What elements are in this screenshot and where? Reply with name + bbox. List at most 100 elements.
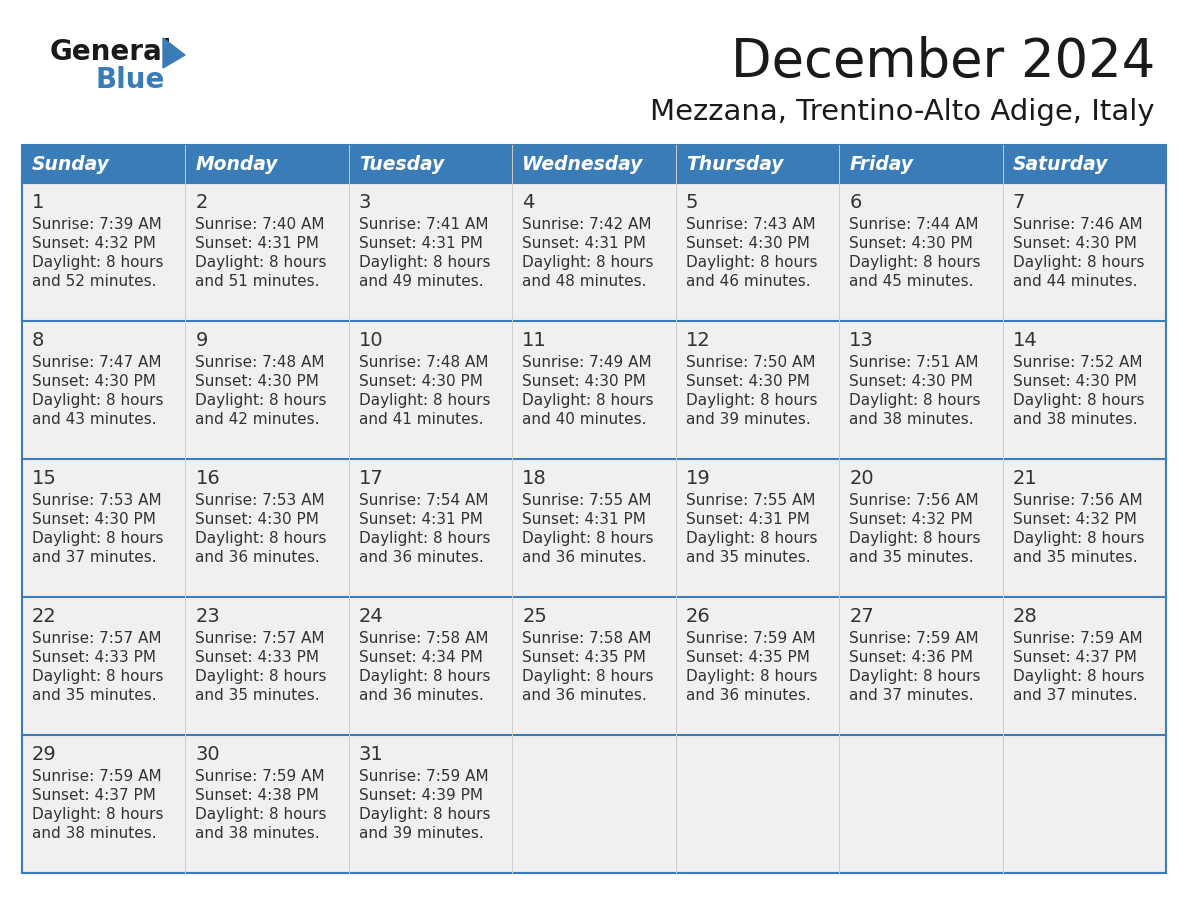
Text: Daylight: 8 hours: Daylight: 8 hours [196, 807, 327, 822]
Text: and 36 minutes.: and 36 minutes. [359, 688, 484, 703]
Text: and 35 minutes.: and 35 minutes. [196, 688, 320, 703]
Text: and 42 minutes.: and 42 minutes. [196, 412, 320, 427]
Bar [23, 183, 1165, 321]
Text: Daylight: 8 hours: Daylight: 8 hours [685, 255, 817, 270]
Text: Sunrise: 7:46 AM: Sunrise: 7:46 AM [1012, 217, 1142, 232]
Bar [23, 145, 1165, 873]
Text: Daylight: 8 hours: Daylight: 8 hours [685, 669, 817, 684]
Text: 19: 19 [685, 469, 710, 488]
Text: 20: 20 [849, 469, 873, 488]
Text: Daylight: 8 hours: Daylight: 8 hours [849, 255, 980, 270]
Text: Daylight: 8 hours: Daylight: 8 hours [523, 531, 653, 546]
Text: Sunrise: 7:49 AM: Sunrise: 7:49 AM [523, 355, 652, 370]
Text: Sunrise: 7:54 AM: Sunrise: 7:54 AM [359, 493, 488, 508]
Bar [676, 145, 839, 183]
Text: Sunset: 4:30 PM: Sunset: 4:30 PM [32, 374, 156, 389]
Text: 17: 17 [359, 469, 384, 488]
Bar [23, 145, 185, 183]
Text: 1: 1 [32, 193, 44, 212]
Text: Thursday: Thursday [685, 154, 783, 174]
Text: Monday: Monday [196, 154, 278, 174]
Text: 4: 4 [523, 193, 535, 212]
Text: 7: 7 [1012, 193, 1025, 212]
Text: 30: 30 [196, 745, 220, 764]
Text: Sunrise: 7:48 AM: Sunrise: 7:48 AM [196, 355, 326, 370]
Text: Sunset: 4:35 PM: Sunset: 4:35 PM [523, 650, 646, 665]
Text: Daylight: 8 hours: Daylight: 8 hours [32, 669, 164, 684]
Text: Sunset: 4:39 PM: Sunset: 4:39 PM [359, 788, 482, 803]
Text: 15: 15 [32, 469, 57, 488]
Text: and 35 minutes.: and 35 minutes. [32, 688, 157, 703]
Text: Sunrise: 7:41 AM: Sunrise: 7:41 AM [359, 217, 488, 232]
Text: Sunrise: 7:58 AM: Sunrise: 7:58 AM [523, 631, 652, 646]
Text: and 48 minutes.: and 48 minutes. [523, 274, 646, 289]
Text: Sunrise: 7:39 AM: Sunrise: 7:39 AM [32, 217, 162, 232]
Text: and 51 minutes.: and 51 minutes. [196, 274, 320, 289]
Text: Sunset: 4:33 PM: Sunset: 4:33 PM [32, 650, 156, 665]
Text: Sunset: 4:34 PM: Sunset: 4:34 PM [359, 650, 482, 665]
Text: and 36 minutes.: and 36 minutes. [523, 550, 647, 565]
Text: 6: 6 [849, 193, 861, 212]
Text: 18: 18 [523, 469, 546, 488]
Text: Sunset: 4:31 PM: Sunset: 4:31 PM [196, 236, 320, 251]
Text: Sunset: 4:36 PM: Sunset: 4:36 PM [849, 650, 973, 665]
Text: and 52 minutes.: and 52 minutes. [32, 274, 157, 289]
Text: Sunrise: 7:47 AM: Sunrise: 7:47 AM [32, 355, 162, 370]
Text: Sunrise: 7:50 AM: Sunrise: 7:50 AM [685, 355, 815, 370]
Text: Sunrise: 7:53 AM: Sunrise: 7:53 AM [196, 493, 326, 508]
Text: Sunset: 4:30 PM: Sunset: 4:30 PM [196, 512, 320, 527]
Text: Sunset: 4:32 PM: Sunset: 4:32 PM [1012, 512, 1137, 527]
Text: Tuesday: Tuesday [359, 154, 444, 174]
Text: and 35 minutes.: and 35 minutes. [1012, 550, 1137, 565]
Text: 31: 31 [359, 745, 384, 764]
Text: Sunset: 4:32 PM: Sunset: 4:32 PM [32, 236, 156, 251]
Text: Friday: Friday [849, 154, 914, 174]
Text: 12: 12 [685, 331, 710, 350]
Text: 27: 27 [849, 607, 874, 626]
Text: General: General [50, 38, 172, 66]
Text: Daylight: 8 hours: Daylight: 8 hours [32, 255, 164, 270]
Text: Wednesday: Wednesday [523, 154, 643, 174]
Text: and 38 minutes.: and 38 minutes. [196, 826, 320, 841]
Text: and 35 minutes.: and 35 minutes. [849, 550, 974, 565]
Text: Sunset: 4:31 PM: Sunset: 4:31 PM [685, 512, 809, 527]
Text: Sunrise: 7:52 AM: Sunrise: 7:52 AM [1012, 355, 1142, 370]
Text: Daylight: 8 hours: Daylight: 8 hours [196, 393, 327, 408]
Text: Daylight: 8 hours: Daylight: 8 hours [359, 531, 491, 546]
Text: 3: 3 [359, 193, 371, 212]
Text: and 38 minutes.: and 38 minutes. [849, 412, 974, 427]
Text: Daylight: 8 hours: Daylight: 8 hours [32, 393, 164, 408]
Text: Sunrise: 7:59 AM: Sunrise: 7:59 AM [1012, 631, 1142, 646]
Bar [185, 145, 349, 183]
Text: 23: 23 [196, 607, 220, 626]
Text: Daylight: 8 hours: Daylight: 8 hours [359, 669, 491, 684]
Text: Saturday: Saturday [1012, 154, 1108, 174]
Text: Sunset: 4:31 PM: Sunset: 4:31 PM [523, 236, 646, 251]
Text: Daylight: 8 hours: Daylight: 8 hours [1012, 255, 1144, 270]
Text: Sunrise: 7:59 AM: Sunrise: 7:59 AM [849, 631, 979, 646]
Text: and 43 minutes.: and 43 minutes. [32, 412, 157, 427]
Text: 2: 2 [196, 193, 208, 212]
Text: and 46 minutes.: and 46 minutes. [685, 274, 810, 289]
Text: Mezzana, Trentino-Alto Adige, Italy: Mezzana, Trentino-Alto Adige, Italy [650, 98, 1155, 126]
Text: Daylight: 8 hours: Daylight: 8 hours [523, 669, 653, 684]
Text: Sunrise: 7:51 AM: Sunrise: 7:51 AM [849, 355, 979, 370]
Bar [23, 459, 1165, 597]
Bar [23, 321, 1165, 459]
Text: Sunday: Sunday [32, 154, 109, 174]
Text: Daylight: 8 hours: Daylight: 8 hours [1012, 393, 1144, 408]
Text: Daylight: 8 hours: Daylight: 8 hours [685, 531, 817, 546]
Text: and 37 minutes.: and 37 minutes. [1012, 688, 1137, 703]
Text: and 37 minutes.: and 37 minutes. [32, 550, 157, 565]
Text: Sunset: 4:32 PM: Sunset: 4:32 PM [849, 512, 973, 527]
Text: Sunset: 4:30 PM: Sunset: 4:30 PM [685, 374, 809, 389]
Text: Daylight: 8 hours: Daylight: 8 hours [685, 393, 817, 408]
Text: Sunset: 4:30 PM: Sunset: 4:30 PM [32, 512, 156, 527]
Text: Sunset: 4:30 PM: Sunset: 4:30 PM [523, 374, 646, 389]
Text: Sunset: 4:30 PM: Sunset: 4:30 PM [685, 236, 809, 251]
Text: 21: 21 [1012, 469, 1037, 488]
Text: and 35 minutes.: and 35 minutes. [685, 550, 810, 565]
Text: Sunrise: 7:56 AM: Sunrise: 7:56 AM [1012, 493, 1142, 508]
Text: 28: 28 [1012, 607, 1037, 626]
Text: 5: 5 [685, 193, 699, 212]
